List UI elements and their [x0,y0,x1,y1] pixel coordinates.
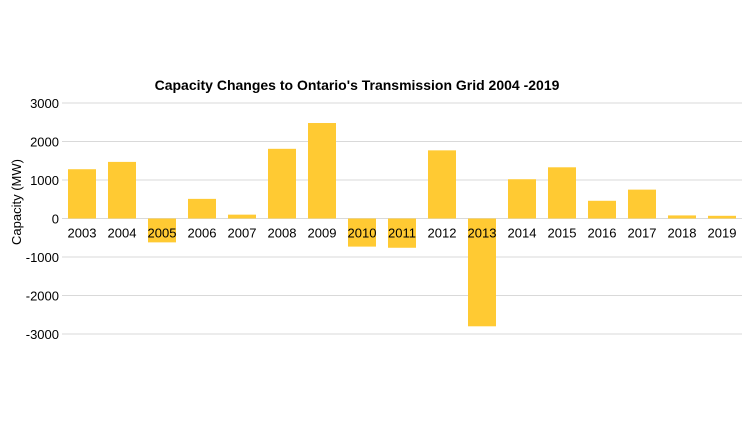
x-tick-label: 2005 [148,226,177,241]
x-tick-label: 2014 [508,226,537,241]
bar-2018 [668,215,696,219]
x-tick-label: 2016 [588,226,617,241]
x-tick-label: 2013 [468,226,497,241]
bar-2012 [428,150,456,219]
bar-2019 [708,215,736,219]
bars [68,123,736,327]
x-tick-label: 2003 [68,226,97,241]
x-tick-label: 2019 [708,226,737,241]
x-tick-label: 2004 [108,226,137,241]
x-tick-label: 2012 [428,226,457,241]
x-tick-label: 2011 [388,226,416,241]
x-axis-ticks: 2003 2004 2005 2006 2007 2008 2009 2010 2011 2012… [68,226,737,241]
bar-2009 [308,123,336,219]
x-tick-label: 2009 [308,226,337,241]
x-tick-label: 2015 [548,226,577,241]
bar-2008 [268,148,296,219]
bar-2004 [108,161,136,219]
y-tick-label: -1000 [26,250,59,265]
y-axis-ticks: 3000 2000 1000 0 -1000 -2000 -3000 [26,96,59,342]
bar-2010 [348,218,376,247]
bar-2005 [148,218,176,243]
y-tick-label: 2000 [30,135,59,150]
y-tick-label: -3000 [26,327,59,342]
x-tick-label: 2008 [268,226,297,241]
bar-2011 [388,218,416,248]
bar-2017 [628,189,656,219]
y-tick-label: 0 [52,212,59,227]
x-tick-label: 2007 [228,226,257,241]
x-tick-label: 2006 [188,226,217,241]
bar-2003 [68,169,96,219]
chart-title: Capacity Changes to Ontario's Transmissi… [155,77,560,93]
x-tick-label: 2017 [628,226,657,241]
y-tick-label: 1000 [30,173,59,188]
bar-2006 [188,198,216,219]
bar-2014 [508,179,536,219]
y-axis-label: Capacity (MW) [9,159,24,245]
x-tick-label: 2010 [348,226,377,241]
x-tick-label: 2018 [668,226,697,241]
y-tick-label: 3000 [30,96,59,111]
bar-2013 [468,218,496,327]
y-tick-label: -2000 [26,289,59,304]
bar-2007 [228,214,256,219]
bar-2015 [548,167,576,219]
bar-2016 [588,200,616,219]
